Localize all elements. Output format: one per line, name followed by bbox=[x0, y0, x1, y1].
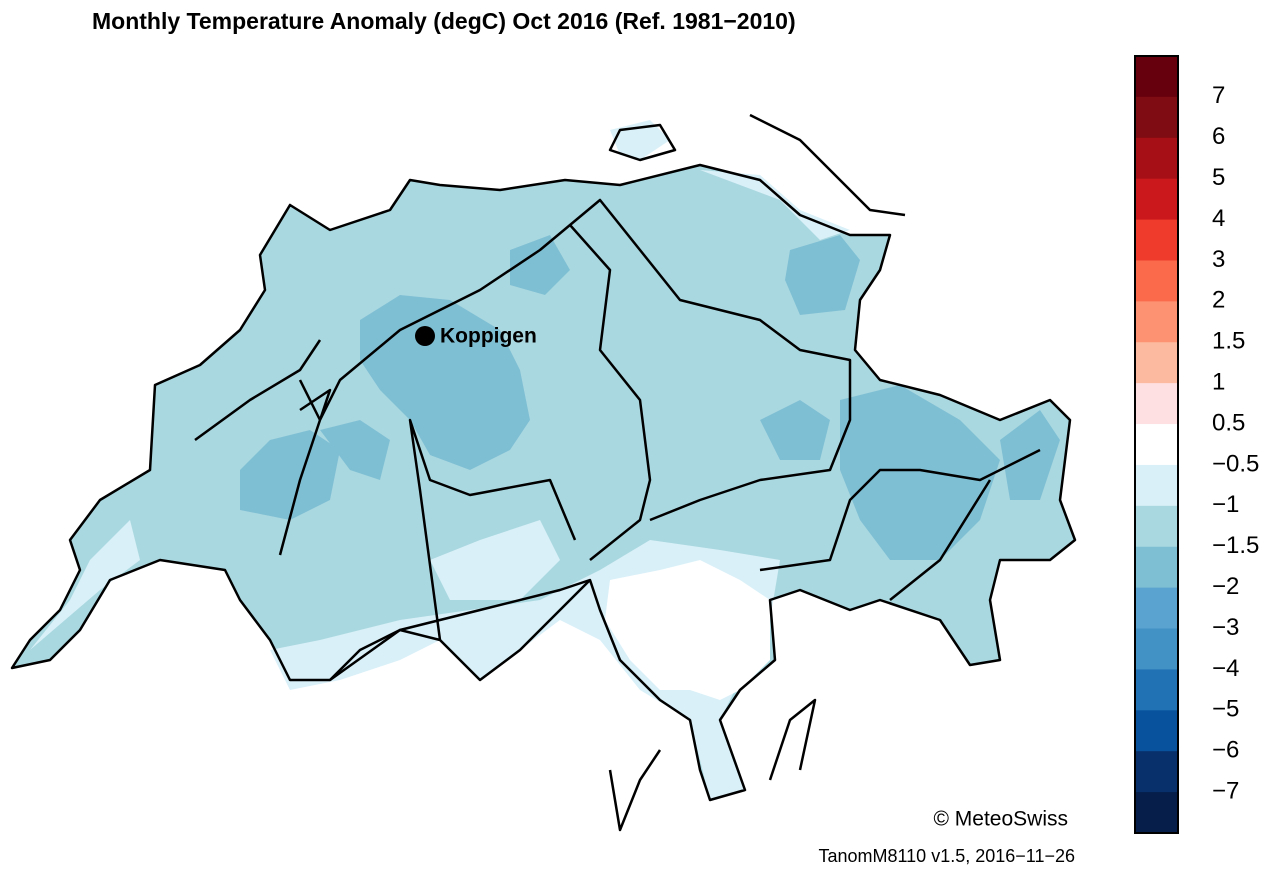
colorbar-swatch bbox=[1135, 669, 1178, 711]
colorbar-swatch bbox=[1135, 710, 1178, 752]
colorbar-label: −1.5 bbox=[1212, 532, 1259, 559]
colorbar-swatch bbox=[1135, 628, 1178, 670]
colorbar-label: 5 bbox=[1212, 164, 1225, 191]
colorbar-swatch bbox=[1135, 383, 1178, 425]
colorbar-swatch bbox=[1135, 260, 1178, 302]
colorbar-label: −0.5 bbox=[1212, 450, 1259, 477]
colorbar-swatch bbox=[1135, 464, 1178, 507]
map: Koppigen bbox=[10, 113, 1077, 832]
colorbar-swatch bbox=[1135, 505, 1178, 548]
colorbar-label: −6 bbox=[1212, 737, 1239, 764]
colorbar-label: 6 bbox=[1212, 123, 1225, 150]
station-marker bbox=[415, 326, 435, 346]
colorbar-swatch bbox=[1135, 137, 1178, 180]
colorbar-swatch bbox=[1135, 178, 1178, 221]
colorbar-label: 3 bbox=[1212, 246, 1225, 273]
station-label: Koppigen bbox=[440, 325, 537, 348]
copyright: © MeteoSwiss bbox=[933, 808, 1068, 831]
colorbar-label: 7 bbox=[1212, 82, 1225, 109]
colorbar-swatch bbox=[1135, 96, 1178, 139]
colorbar-label: −1 bbox=[1212, 491, 1239, 518]
colorbar-label: −7 bbox=[1212, 777, 1239, 804]
colorbar-swatch bbox=[1135, 56, 1178, 98]
colorbar-label: 1.5 bbox=[1212, 328, 1245, 355]
colorbar-label: 4 bbox=[1212, 205, 1225, 232]
colorbar-swatch bbox=[1135, 342, 1178, 384]
colorbar: 7 6 5 4 3 2 1.5 1 0.5 −0.5 −1 −1.5 −2 −3 −4 −5 −6 −7 bbox=[1134, 55, 1259, 834]
country-border bbox=[10, 163, 1077, 802]
neutral-anomaly-area bbox=[605, 560, 770, 700]
colorbar-label: −4 bbox=[1212, 655, 1239, 682]
map-title: Monthly Temperature Anomaly (degC) Oct 2… bbox=[92, 8, 796, 34]
version-label: TanomM8110 v1.5, 2016−11−26 bbox=[818, 846, 1075, 866]
colorbar-swatch bbox=[1135, 792, 1178, 834]
colorbar-label: 1 bbox=[1212, 369, 1225, 396]
colorbar-label: 0.5 bbox=[1212, 409, 1245, 436]
colorbar-label: 2 bbox=[1212, 287, 1225, 314]
colorbar-swatch bbox=[1135, 219, 1178, 261]
region-border bbox=[194, 113, 1041, 832]
colorbar-swatch bbox=[1135, 424, 1178, 466]
colorbar-swatch bbox=[1135, 546, 1178, 589]
colorbar-label: −3 bbox=[1212, 614, 1239, 641]
colorbar-swatch bbox=[1135, 751, 1178, 793]
cool-anomaly-area bbox=[240, 235, 1060, 560]
colorbar-frame bbox=[1134, 55, 1179, 834]
colorbar-label: −5 bbox=[1212, 696, 1239, 723]
colorbar-swatch bbox=[1135, 301, 1178, 343]
colorbar-label: −2 bbox=[1212, 573, 1239, 600]
country-fill bbox=[12, 165, 1075, 800]
colorbar-swatch bbox=[1135, 587, 1178, 630]
